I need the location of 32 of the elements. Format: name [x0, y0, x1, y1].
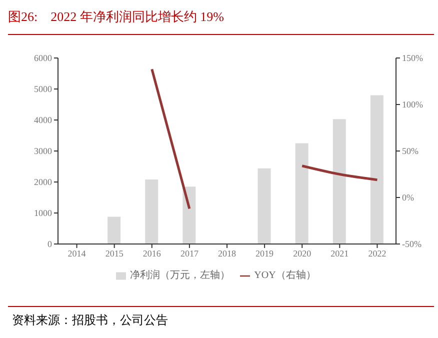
- x-tick-label: 2016: [142, 248, 162, 258]
- bar: [145, 180, 158, 244]
- y2-tick-label: 150%: [402, 53, 424, 64]
- bar: [108, 216, 121, 244]
- chart-title: 图26: 2022 年净利润同比增长约 19%: [8, 8, 224, 26]
- y-tick-label: 1000: [34, 208, 52, 218]
- x-tick-label: 2017: [180, 248, 199, 258]
- y-tick-label: 4000: [34, 115, 52, 126]
- x-tick-label: 2021: [330, 248, 349, 258]
- y2-tick-label: -50%: [402, 239, 422, 250]
- bar: [370, 95, 384, 244]
- y2-tick-label: 100%: [402, 100, 424, 110]
- x-tick-label: 2019: [256, 248, 274, 258]
- text: 资料来源：招股书，公司公告: [12, 312, 168, 329]
- x-tick-label: 2020: [293, 248, 312, 258]
- legend-label: YOY（右轴）: [254, 270, 316, 281]
- y-tick-label: 5000: [34, 84, 52, 94]
- bar: [258, 168, 271, 244]
- y2-tick-label: 0%: [402, 192, 414, 203]
- x-tick-label: 2015: [105, 248, 124, 258]
- x-tick-label: 2022: [368, 248, 386, 258]
- y2-tick-label: 50%: [402, 146, 419, 156]
- bar: [182, 186, 196, 244]
- y-tick-label: 6000: [34, 53, 52, 64]
- x-tick-label: 2014: [68, 248, 86, 258]
- y-tick-label: 3000: [34, 146, 52, 156]
- x-tick-label: 2018: [218, 248, 236, 258]
- bar: [295, 143, 308, 244]
- bar: [332, 119, 346, 244]
- y-tick-label: 2000: [34, 177, 52, 188]
- y-tick-label: 0: [48, 239, 52, 250]
- legend-label: 净利润（万元，左轴）: [130, 270, 230, 281]
